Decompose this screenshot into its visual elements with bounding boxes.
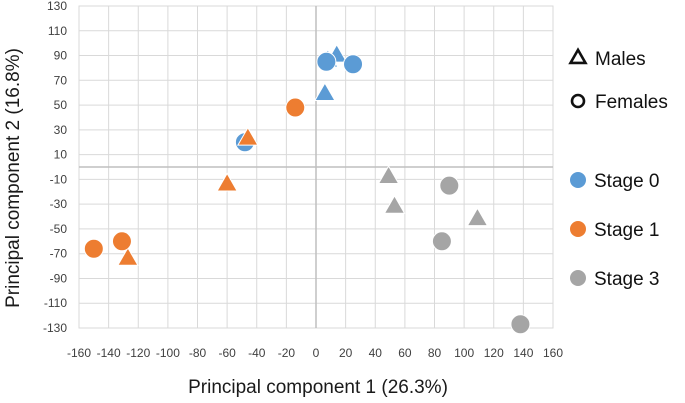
x-tick-label: -120 (126, 346, 150, 360)
data-points (83, 43, 531, 335)
data-point-male (236, 126, 259, 146)
x-tick-label: 100 (454, 346, 474, 360)
legend-label: Stage 1 (594, 220, 660, 241)
x-tick-label: 60 (398, 346, 412, 360)
y-tick-label: -130 (43, 321, 67, 335)
data-point-male (383, 194, 406, 214)
legend-color-swatch (570, 172, 586, 188)
y-tick-label: 10 (54, 148, 68, 162)
y-axis-title: Principal component 2 (16.8%) (3, 48, 24, 308)
data-point-male (314, 82, 336, 102)
x-tick-label: 140 (513, 346, 533, 360)
x-tick-label: 20 (339, 346, 353, 360)
x-tick-label: -140 (97, 346, 121, 360)
x-tick-label: 160 (543, 346, 563, 360)
data-point-male (216, 172, 238, 192)
x-axis-title: Principal component 1 (26.3%) (188, 377, 448, 398)
data-point-male (466, 207, 489, 227)
x-tick-label: 0 (313, 346, 320, 360)
y-tick-label: 130 (47, 0, 67, 13)
legend-color-swatch (570, 270, 586, 286)
legend-label: Males (595, 49, 646, 70)
data-point-male (377, 165, 400, 185)
x-tick-label: -160 (67, 346, 91, 360)
y-tick-label: 90 (54, 49, 68, 63)
x-tick-labels: -160 -140 -120 -100 -80 -60 -40 -20 0 20 40 60 80 100… (67, 346, 563, 360)
y-tick-label: 30 (54, 123, 68, 137)
x-tick-label: 40 (369, 346, 383, 360)
zero-axes (79, 6, 553, 328)
data-point-female (316, 51, 337, 72)
y-tick-label: 50 (54, 98, 68, 112)
data-point-female (431, 231, 452, 252)
data-point-female (83, 238, 104, 259)
data-point-female (439, 175, 460, 196)
y-tick-label: -90 (50, 271, 68, 285)
data-point-female (285, 97, 306, 118)
y-tick-label: -70 (50, 247, 68, 261)
y-tick-labels: 130 110 90 70 50 30 10 -10 -30 -50 -70 -90 -110 -130 (43, 0, 67, 335)
x-tick-label: -40 (248, 346, 266, 360)
data-point-male (117, 246, 139, 266)
y-tick-label: 110 (48, 24, 67, 38)
legend-label: Stage 0 (594, 171, 660, 192)
y-tick-label: -10 (50, 172, 68, 186)
data-point-female (111, 231, 132, 252)
y-tick-label: 70 (54, 73, 68, 87)
x-tick-label: 80 (428, 346, 442, 360)
y-tick-label: -110 (44, 296, 67, 310)
y-tick-label: -50 (50, 222, 68, 236)
legend-label: Females (595, 92, 668, 113)
legend-color-swatch (570, 221, 586, 237)
legend-triangle-icon (568, 47, 588, 65)
legend-circle-icon (570, 93, 586, 109)
x-tick-label: 120 (484, 346, 504, 360)
y-tick-label: -30 (50, 197, 68, 211)
x-tick-label: -100 (156, 346, 180, 360)
x-tick-label: -80 (189, 346, 207, 360)
x-tick-label: -20 (278, 346, 296, 360)
legend: Males Females Stage 0 Stage 1 Stage 3 (568, 47, 668, 290)
data-point-female (343, 54, 364, 75)
data-point-female (510, 314, 531, 335)
legend-label: Stage 3 (594, 269, 660, 290)
x-tick-label: -60 (218, 346, 236, 360)
